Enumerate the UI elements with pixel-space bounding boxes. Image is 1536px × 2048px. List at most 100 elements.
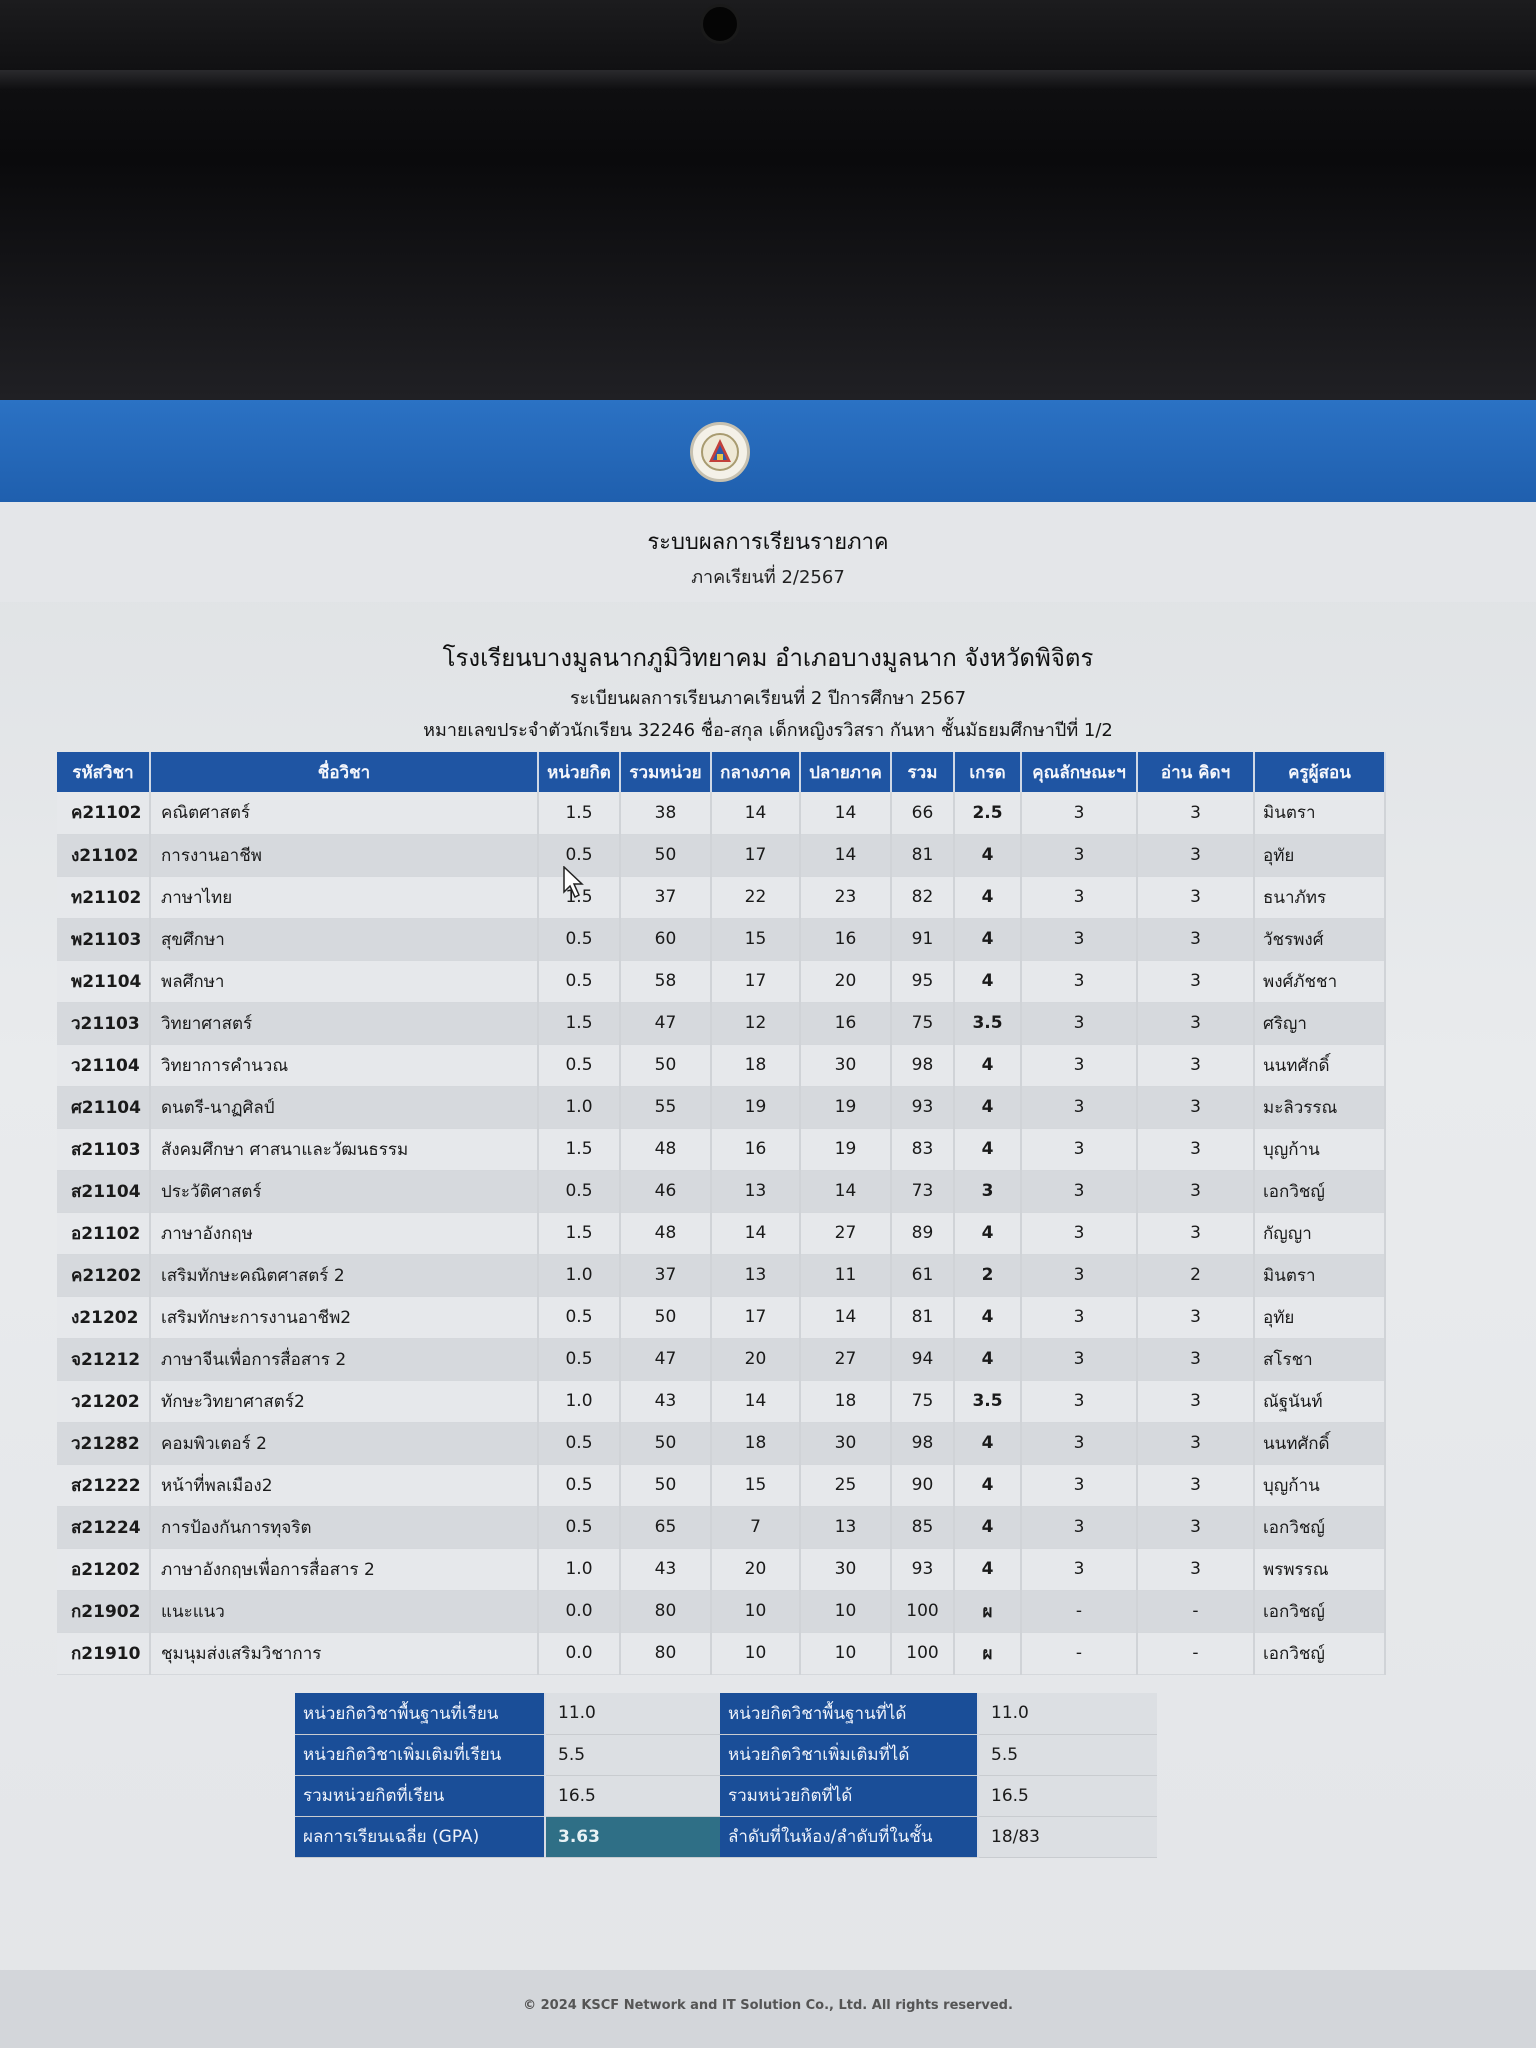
table-row: ง21202 เสริมทักษะการงานอาชีพ2 0.5 50 17 14 81 4…	[57, 1296, 1386, 1339]
cell-name: คณิตศาสตร์	[150, 792, 539, 835]
cell-unit-total: 47	[620, 1338, 712, 1381]
cell-grade: 3	[954, 1170, 1022, 1213]
summary-label: หน่วยกิตวิชาพื้นฐานที่เรียน	[295, 1693, 546, 1735]
gpa-value: 3.63	[545, 1816, 720, 1858]
cell-teacher: เอกวิชญ์	[1254, 1170, 1386, 1213]
cell-midterm: 14	[711, 1212, 801, 1255]
cell-code: ค21102	[57, 792, 151, 835]
cell-reading: 3	[1137, 792, 1255, 835]
cell-reading: 3	[1137, 876, 1255, 919]
table-row: จ21212 ภาษาจีนเพื่อการสื่อสาร 2 0.5 47 20 27 9…	[57, 1338, 1386, 1381]
cell-unit-total: 50	[620, 834, 712, 877]
cell-final: 25	[800, 1464, 892, 1507]
table-row: อ21202 ภาษาอังกฤษเพื่อการสื่อสาร 2 1.0 43 20…	[57, 1548, 1386, 1591]
cell-reading: -	[1137, 1632, 1255, 1675]
cell-grade: 4	[954, 1296, 1022, 1339]
cell-code: ส21104	[57, 1170, 151, 1213]
cell-reading: 3	[1137, 1044, 1255, 1087]
table-row: พ21103 สุขศึกษา 0.5 60 15 16 91 4 3 3 วัชรพงศ์	[57, 918, 1386, 961]
table-row: ว21103 วิทยาศาสตร์ 1.5 47 12 16 75 3.5 3 3 ศริญา	[57, 1002, 1386, 1045]
cell-teacher: พรพรรณ	[1254, 1548, 1386, 1591]
column-header: รหัสวิชา	[57, 752, 151, 792]
bezel-edge	[0, 70, 1536, 90]
cell-final: 30	[800, 1548, 892, 1591]
cell-grade: 4	[954, 1422, 1022, 1465]
cell-grade: 3.5	[954, 1380, 1022, 1423]
cell-credit: 1.5	[538, 1128, 621, 1171]
cell-name: ภาษาอังกฤษเพื่อการสื่อสาร 2	[150, 1548, 539, 1591]
cell-total: 91	[891, 918, 955, 961]
cell-unit-total: 37	[620, 876, 712, 919]
copyright-text: © 2024 KSCF Network and IT Solution Co.,…	[523, 1998, 1013, 2013]
cell-teacher: เอกวิชญ์	[1254, 1506, 1386, 1549]
cell-trait: 3	[1021, 1254, 1138, 1297]
cell-teacher: เอกวิชญ์	[1254, 1632, 1386, 1675]
cell-unit-total: 46	[620, 1170, 712, 1213]
cell-unit-total: 65	[620, 1506, 712, 1549]
cell-reading: 3	[1137, 1296, 1255, 1339]
cell-unit-total: 43	[620, 1380, 712, 1423]
cell-total: 100	[891, 1632, 955, 1675]
cell-total: 85	[891, 1506, 955, 1549]
report-title: ระเบียนผลการเรียนภาคเรียนที่ 2 ปีการศึกษ…	[569, 688, 967, 709]
cell-credit: 0.5	[538, 1422, 621, 1465]
column-header: รวมหน่วย	[620, 752, 712, 792]
cell-unit-total: 37	[620, 1254, 712, 1297]
cell-code: ท21102	[57, 876, 151, 919]
cell-midterm: 20	[711, 1338, 801, 1381]
cell-trait: -	[1021, 1632, 1138, 1675]
cell-final: 30	[800, 1044, 892, 1087]
table-row: ส21103 สังคมศึกษา ศาสนาและวัฒนธรรม 1.5 48 16…	[57, 1128, 1386, 1171]
cell-final: 14	[800, 1170, 892, 1213]
cell-name: วิทยาการคำนวณ	[150, 1044, 539, 1087]
cell-total: 95	[891, 960, 955, 1003]
cell-midterm: 13	[711, 1254, 801, 1297]
cell-name: การงานอาชีพ	[150, 834, 539, 877]
column-header: ปลายภาค	[800, 752, 892, 792]
cell-unit-total: 50	[620, 1422, 712, 1465]
cell-teacher: อุทัย	[1254, 834, 1386, 877]
cell-total: 81	[891, 1296, 955, 1339]
cell-grade: 4	[954, 918, 1022, 961]
table-row: ส21224 การป้องกันการทุจริต 0.5 65 7 13 85 4 3 3 เอ…	[57, 1506, 1386, 1549]
cell-final: 14	[800, 1296, 892, 1339]
cell-midterm: 13	[711, 1170, 801, 1213]
cell-name: ทักษะวิทยาศาสตร์2	[150, 1380, 539, 1423]
summary-value: 5.5	[545, 1734, 720, 1776]
table-row: ง21102 การงานอาชีพ 0.5 50 17 14 81 4 3 3 อุทัย	[57, 834, 1386, 877]
table-row: อ21102 ภาษาอังกฤษ 1.5 48 14 27 89 4 3 3 กัญญา	[57, 1212, 1386, 1255]
cell-midterm: 10	[711, 1590, 801, 1633]
cell-credit: 0.0	[538, 1590, 621, 1633]
cell-final: 23	[800, 876, 892, 919]
cell-total: 66	[891, 792, 955, 835]
cell-name: คอมพิวเตอร์ 2	[150, 1422, 539, 1465]
column-header: ชื่อวิชา	[150, 752, 539, 792]
cell-reading: 3	[1137, 1170, 1255, 1213]
cell-final: 14	[800, 792, 892, 835]
school-emblem-icon[interactable]	[690, 422, 750, 482]
summary-label: รวมหน่วยกิตที่ได้	[720, 1775, 979, 1817]
cell-teacher: กัญญา	[1254, 1212, 1386, 1255]
cell-code: ก21902	[57, 1590, 151, 1633]
cell-final: 11	[800, 1254, 892, 1297]
cell-total: 94	[891, 1338, 955, 1381]
cell-teacher: บุญก้าน	[1254, 1464, 1386, 1507]
summary-value: 11.0	[978, 1693, 1157, 1735]
column-header: ครูผู้สอน	[1254, 752, 1386, 792]
cell-name: พลศึกษา	[150, 960, 539, 1003]
cell-reading: -	[1137, 1590, 1255, 1633]
cell-unit-total: 60	[620, 918, 712, 961]
cell-reading: 3	[1137, 1128, 1255, 1171]
cell-reading: 3	[1137, 918, 1255, 961]
cell-name: วิทยาศาสตร์	[150, 1002, 539, 1045]
cell-code: ง21202	[57, 1296, 151, 1339]
cell-final: 27	[800, 1212, 892, 1255]
summary-label: หน่วยกิตวิชาเพิ่มเติมที่ได้	[720, 1734, 979, 1776]
cell-unit-total: 38	[620, 792, 712, 835]
cell-total: 93	[891, 1548, 955, 1591]
cell-trait: 3	[1021, 834, 1138, 877]
cell-teacher: พงศ์ภัชชา	[1254, 960, 1386, 1003]
table-row: ว21202 ทักษะวิทยาศาสตร์2 1.0 43 14 18 75 3.5 3 3 ณ…	[57, 1380, 1386, 1423]
cell-teacher: สโรชา	[1254, 1338, 1386, 1381]
table-row: ส21222 หน้าที่พลเมือง2 0.5 50 15 25 90 4 3 3 บุญก้…	[57, 1464, 1386, 1507]
